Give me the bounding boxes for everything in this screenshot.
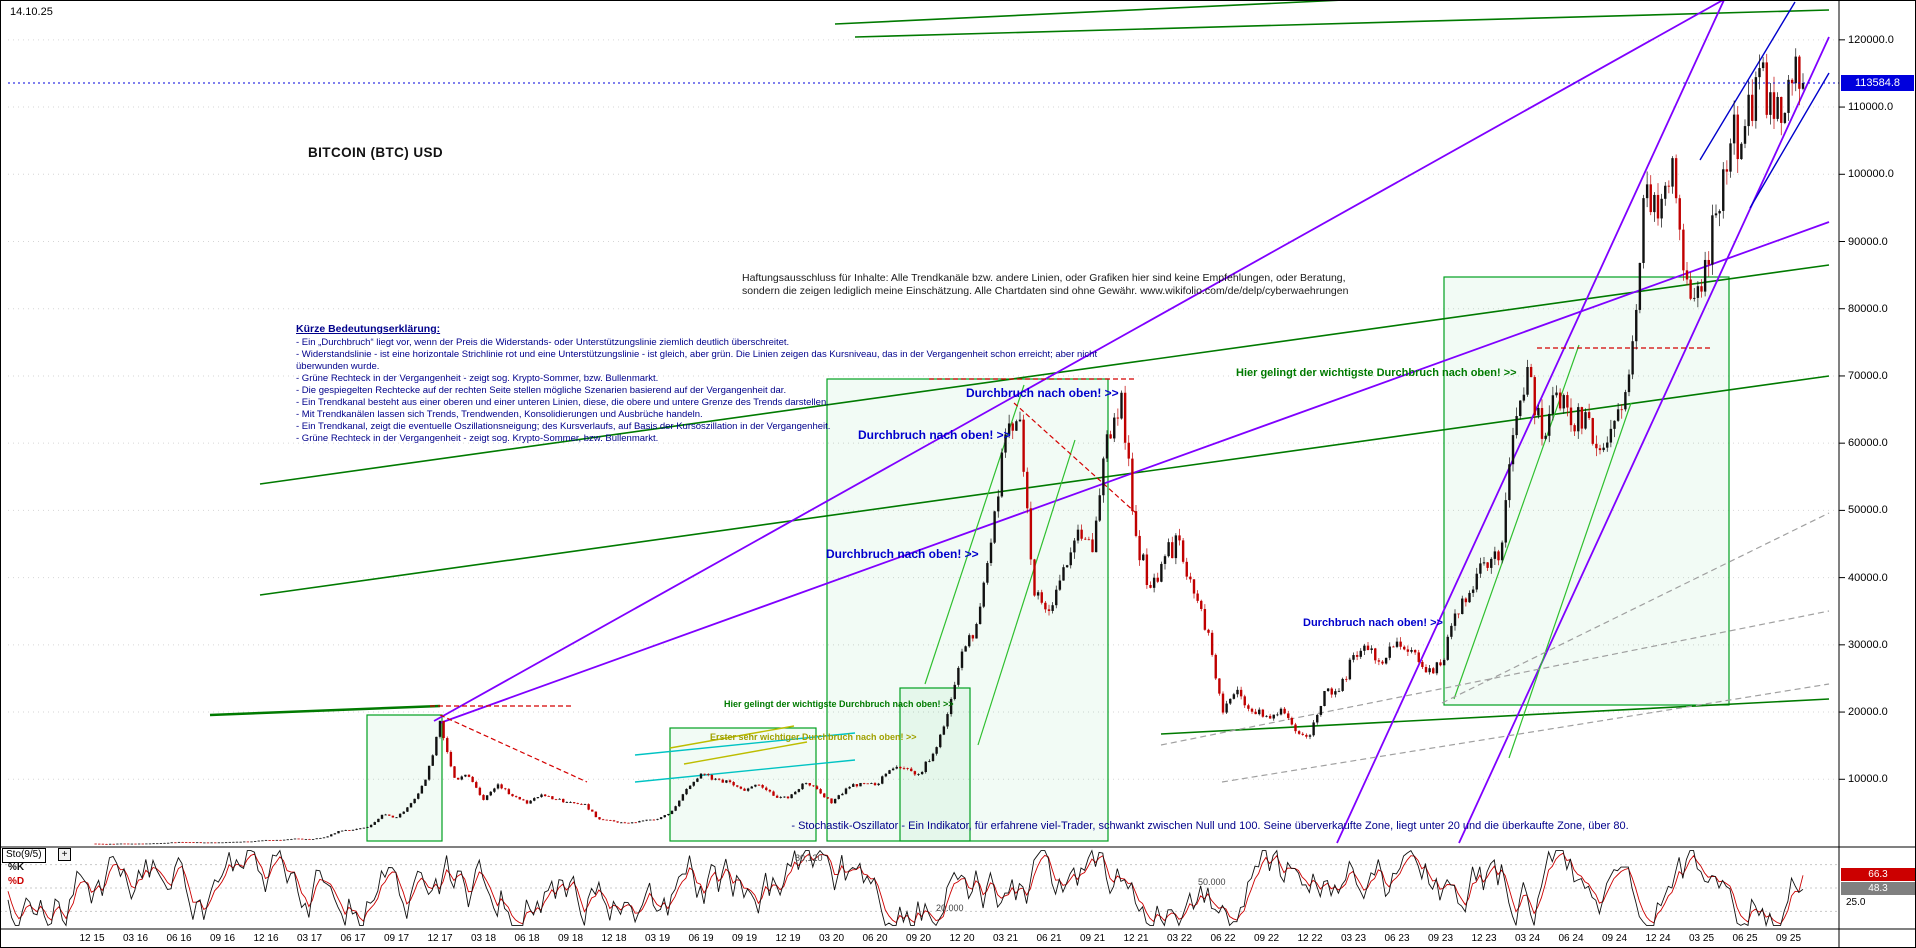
price-axis-label: 110000.0	[1848, 101, 1894, 114]
chart-title: BITCOIN (BTC) USD	[308, 145, 444, 160]
time-axis-label: 12 24	[1645, 933, 1671, 944]
chart-annotation: Erster sehr wichtiger Durchbruch nach ob…	[710, 732, 917, 742]
time-axis-label: 03 17	[296, 933, 323, 944]
legend-item: - Ein „Durchbruch“ liegt vor, wenn der P…	[296, 337, 790, 348]
stochastic-explanation: - Stochastik-Oszillator - Ein Indikator,…	[791, 820, 1629, 832]
time-axis-label: 09 20	[905, 933, 932, 944]
price-axis-label: 50000.0	[1848, 504, 1888, 517]
chart-annotation: Hier gelingt der wichtigste Durchbruch n…	[724, 699, 954, 709]
time-axis-label: 12 16	[253, 933, 279, 944]
time-axis-label: 12 18	[601, 933, 627, 944]
stochastic-k-value-badge: 48.3	[1841, 882, 1915, 895]
time-axis-label: 09 21	[1079, 933, 1106, 944]
legend-block: Kürze Bedeutungserklärung: - Ein „Durchb…	[296, 323, 1126, 445]
chart-annotation: Durchbruch nach oben! >>	[858, 428, 1011, 442]
chart-annotation: Hier gelingt der wichtigste Durchbruch n…	[1236, 367, 1517, 379]
price-axis-label: 120000.0	[1848, 33, 1894, 46]
time-axis-label: 03 22	[1166, 933, 1193, 944]
stochastic-min-label: 25.0	[1846, 897, 1866, 908]
stochastic-d-label: %D	[8, 876, 25, 887]
price-axis-label: 90000.0	[1848, 235, 1888, 248]
time-axis-label: 03 20	[818, 933, 845, 944]
time-axis-label: 09 25	[1775, 933, 1802, 944]
price-axis-label: 80000.0	[1848, 302, 1888, 315]
time-axis-label: 12 20	[949, 933, 975, 944]
stochastic-level-80: 80,120	[795, 853, 823, 863]
time-axis-label: 03 25	[1688, 933, 1715, 944]
legend-item: - Ein Trendkanal besteht aus einer obere…	[296, 397, 829, 408]
time-axis-label: 06 21	[1036, 933, 1062, 944]
chart-annotation: Durchbruch nach oben! >>	[1303, 617, 1443, 629]
price-axis-label: 70000.0	[1848, 369, 1888, 382]
time-axis-label: 06 19	[688, 933, 714, 944]
legend-item: - Widerstandslinie - ist eine horizontal…	[296, 349, 1098, 372]
legend-item: - Die gespiegelten Rechtecke auf der rec…	[296, 385, 787, 396]
disclaimer-line-2: sondern die zeigen lediglich meine Einsc…	[742, 285, 1349, 297]
time-axis-label: 12 15	[79, 933, 105, 944]
legend-items: - Ein „Durchbruch“ liegt vor, wenn der P…	[296, 337, 1126, 445]
indicator-add-button[interactable]: +	[58, 848, 71, 861]
time-axis-label: 09 22	[1253, 933, 1280, 944]
time-axis-label: 09 19	[731, 933, 758, 944]
time-axis-label: 09 24	[1601, 933, 1628, 944]
price-axis-label: 10000.0	[1848, 773, 1888, 786]
stochastic-level-20: 20.000	[936, 903, 964, 913]
time-axis-label: 06 23	[1384, 933, 1410, 944]
last-price-badge: 113584.8	[1841, 75, 1914, 91]
price-axis-label: 30000.0	[1848, 638, 1888, 651]
disclaimer-line-1: Haftungsausschluss für Inhalte: Alle Tre…	[742, 272, 1346, 284]
price-axis-label: 40000.0	[1848, 571, 1888, 584]
stochastic-d-value-badge: 66.3	[1841, 868, 1915, 881]
legend-title: Kürze Bedeutungserklärung:	[296, 323, 441, 335]
time-axis-label: 06 18	[514, 933, 540, 944]
legend-item: - Ein Trendkanal, zeigt die eventuelle O…	[296, 421, 831, 432]
time-axis-label: 06 17	[340, 933, 366, 944]
price-axis-label: 60000.0	[1848, 437, 1888, 450]
stochastic-k-label: %K	[8, 862, 25, 873]
time-axis-label: 12 22	[1297, 933, 1323, 944]
time-axis-label: 06 24	[1558, 933, 1584, 944]
time-axis-label: 12 17	[427, 933, 453, 944]
disclaimer-text: Haftungsausschluss für Inhalte: Alle Tre…	[742, 272, 1348, 298]
chart-annotation: Durchbruch nach oben! >>	[826, 547, 979, 561]
time-axis-label: 06 20	[862, 933, 888, 944]
price-axis: 120000.0 110000.0 100000.0 90000.0 80000.0 70…	[1839, 0, 1916, 948]
legend-item: - Grüne Rechteck in der Vergangenheit - …	[296, 373, 659, 384]
price-axis-label: 20000.0	[1848, 706, 1888, 719]
time-axis-label: 06 22	[1210, 933, 1236, 944]
time-axis-label: 12 19	[775, 933, 801, 944]
time-axis: 12 15 03 16 06 16 09 16 12 16 03 17 06 17 09 17…	[0, 933, 1839, 948]
time-axis-label: 03 18	[470, 933, 497, 944]
time-axis-label: 12 23	[1471, 933, 1497, 944]
time-axis-label: 09 18	[557, 933, 584, 944]
time-axis-label: 03 19	[644, 933, 671, 944]
legend-item: - Grüne Rechteck in der Vergangenheit - …	[296, 433, 659, 444]
date-label: 14.10.25	[10, 6, 53, 18]
time-axis-label: 09 17	[383, 933, 410, 944]
chart-annotation: Durchbruch nach oben! >>	[966, 386, 1119, 400]
time-axis-label: 03 21	[992, 933, 1019, 944]
stochastic-level-50: 50.000	[1198, 877, 1226, 887]
time-axis-label: 03 16	[122, 933, 149, 944]
time-axis-label: 06 25	[1732, 933, 1758, 944]
price-axis-label: 100000.0	[1848, 168, 1894, 181]
time-axis-label: 12 21	[1123, 933, 1149, 944]
time-axis-label: 03 23	[1340, 933, 1367, 944]
time-axis-label: 09 16	[209, 933, 236, 944]
stochastic-indicator-label[interactable]: Sto(9/5)	[2, 848, 46, 863]
time-axis-label: 06 16	[166, 933, 192, 944]
time-axis-label: 09 23	[1427, 933, 1454, 944]
time-axis-label: 03 24	[1514, 933, 1541, 944]
legend-item: - Mit Trendkanälen lassen sich Trends, T…	[296, 409, 703, 420]
